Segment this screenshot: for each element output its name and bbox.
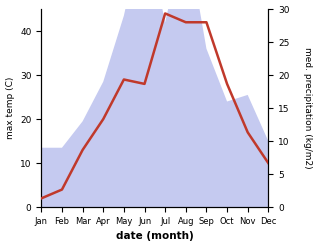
Y-axis label: max temp (C): max temp (C): [5, 77, 15, 139]
Y-axis label: med. precipitation (kg/m2): med. precipitation (kg/m2): [303, 47, 313, 169]
X-axis label: date (month): date (month): [116, 231, 194, 242]
